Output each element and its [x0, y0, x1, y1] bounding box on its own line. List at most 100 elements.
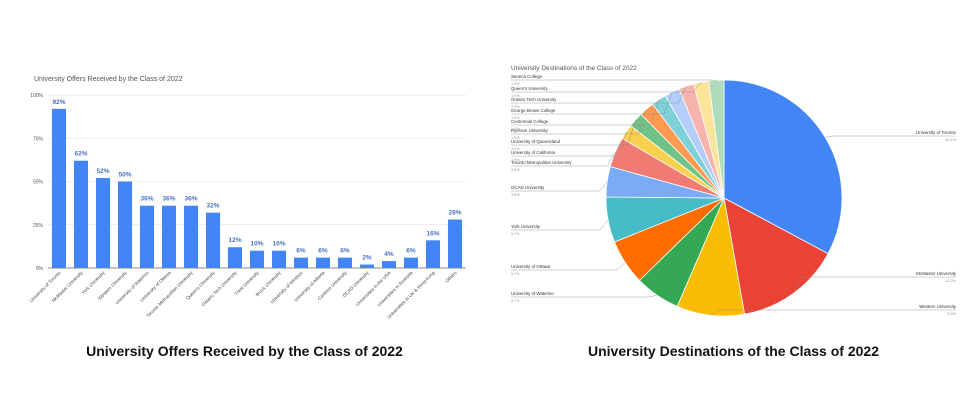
slice-percent-label: 3.8%	[511, 168, 520, 172]
slice-label: University of Toronto	[916, 130, 956, 135]
y-tick-label: 50%	[33, 180, 44, 186]
bar-data-label: 28%	[448, 210, 461, 217]
pie-chart-panel: University Destinations of the Class of …	[489, 0, 978, 404]
slice-percent-label: 1.9%	[511, 105, 520, 109]
slice-percent-label: 1.9%	[511, 158, 520, 162]
leader-line	[511, 82, 702, 93]
leader-line	[511, 86, 687, 104]
x-tick-label: Others	[444, 270, 458, 284]
leader-line	[511, 294, 658, 298]
slice-label: University of Queensland	[511, 139, 561, 144]
bar-data-label: 2%	[362, 255, 372, 262]
bar	[183, 205, 199, 268]
bar	[161, 205, 177, 268]
bar	[117, 181, 133, 268]
slice-percent-label: 1.9%	[511, 136, 520, 140]
bar	[447, 219, 463, 268]
leader-line	[511, 99, 659, 126]
bar	[425, 240, 441, 268]
slice-label: Seneca College	[511, 74, 543, 79]
bar	[227, 247, 243, 268]
slice-label: University of California	[511, 150, 555, 155]
bar	[337, 257, 353, 268]
bar-data-label: 6%	[318, 248, 328, 255]
bar-data-label: 32%	[206, 203, 219, 210]
bar	[139, 205, 155, 268]
slice-label: Western University	[919, 304, 957, 309]
slice-percent-label: 3.8%	[511, 193, 520, 197]
bar-data-label: 16%	[426, 230, 439, 237]
slice-percent-label: 5.7%	[511, 232, 520, 236]
slice-label: Centennial College	[511, 119, 549, 124]
bar-chart-panel: University Offers Received by the Class …	[29, 76, 466, 359]
leader-line	[710, 309, 956, 316]
bar-data-label: 4%	[384, 251, 394, 258]
slice-percent-label: 1.9%	[511, 94, 520, 98]
pie-slice	[723, 79, 843, 255]
bar	[51, 108, 67, 268]
bar	[205, 212, 221, 268]
slice-label: Toronto Metropolitan University	[511, 160, 572, 165]
slice-percent-label: 8.5%	[947, 312, 956, 316]
leader-line	[793, 276, 956, 294]
bar-data-label: 52%	[96, 168, 109, 175]
slice-percent-label: 5.7%	[511, 272, 520, 276]
x-tick-label: Universities in UK & Hong Kong	[386, 270, 436, 320]
slice-label: Ryerson University	[511, 128, 549, 133]
bar	[403, 257, 419, 268]
bar	[359, 264, 375, 268]
slice-label: OCAD University	[511, 185, 545, 190]
bar-chart-caption: University Offers Received by the Class …	[86, 343, 403, 359]
leader-line	[825, 135, 956, 138]
slice-percent-label: 5.7%	[511, 299, 520, 303]
y-tick-label: 100%	[30, 93, 43, 99]
bar-chart-title: University Offers Received by the Class …	[34, 76, 183, 83]
bar	[381, 261, 397, 268]
bar	[271, 250, 287, 268]
leader-line	[511, 91, 673, 115]
slice-percent-label: 1.9%	[511, 147, 520, 151]
bar-data-label: 36%	[162, 196, 175, 203]
bar	[73, 160, 89, 268]
bar-chart: University Offers Received by the Class …	[29, 76, 466, 320]
bar	[293, 257, 309, 268]
slice-label: University of Waterloo	[511, 291, 554, 296]
slice-percent-label: 30.1%	[945, 138, 956, 142]
bar-data-label: 50%	[118, 172, 131, 179]
slice-percent-label: 1.9%	[511, 116, 520, 120]
leader-line	[511, 262, 626, 271]
leader-line	[511, 152, 616, 167]
pie-chart-title: University Destinations of the Class of …	[511, 65, 637, 72]
slice-label: Queen's University	[511, 86, 549, 91]
leader-line	[511, 119, 636, 146]
y-tick-label: 0%	[36, 266, 44, 272]
bar	[249, 250, 265, 268]
slice-label: McMaster University	[916, 271, 957, 276]
slice-percent-label: 13.2%	[945, 279, 956, 283]
bar	[95, 178, 111, 268]
slice-label: University of Ottawa	[511, 264, 551, 269]
bar-data-label: 36%	[184, 196, 197, 203]
slice-label: Ontario Tech University	[511, 97, 557, 102]
y-tick-label: 75%	[33, 136, 44, 142]
leader-line	[511, 108, 647, 135]
y-tick-label: 25%	[33, 223, 44, 229]
slice-label: George Brown College	[511, 108, 556, 113]
leader-line	[511, 181, 608, 192]
bar-data-label: 92%	[52, 99, 65, 106]
bar-data-label: 12%	[228, 237, 241, 244]
bar	[315, 257, 331, 268]
bar-data-label: 10%	[272, 241, 285, 248]
pie-chart-caption: University Destinations of the Class of …	[588, 343, 879, 359]
leader-line	[511, 131, 627, 157]
leader-line	[511, 219, 609, 231]
pie-chart: University Destinations of the Class of …	[511, 65, 957, 317]
bar-data-label: 6%	[296, 248, 306, 255]
slice-percent-label: 1.9%	[511, 82, 520, 86]
bar-data-label: 36%	[140, 196, 153, 203]
slice-percent-label: 1.9%	[511, 127, 520, 131]
bar-data-label: 62%	[74, 151, 87, 158]
bar-data-label: 6%	[406, 248, 416, 255]
slice-label: York University	[511, 224, 541, 229]
bar-data-label: 10%	[250, 241, 263, 248]
